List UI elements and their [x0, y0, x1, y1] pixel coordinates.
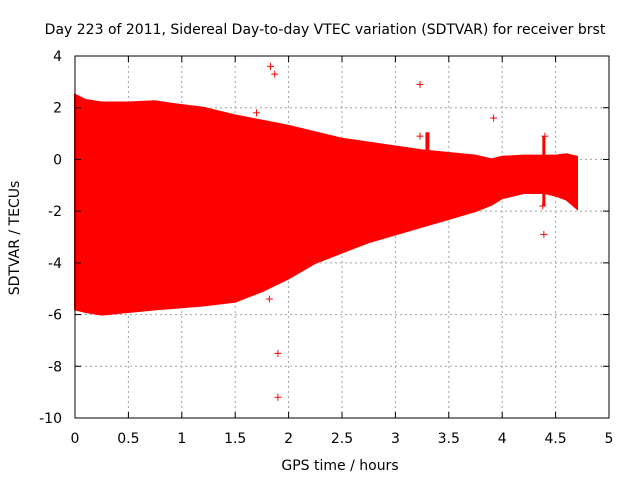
y-tick-labels: 4 2 0 -2 -4 -6 -8 -10 — [39, 49, 62, 427]
x-tick-label: 4 — [498, 431, 507, 447]
outlier-point — [265, 295, 273, 303]
x-tick-label: 1.5 — [224, 431, 246, 447]
y-axis-label: SDTVAR / TECUs — [7, 181, 23, 296]
x-tick-label: 2.5 — [331, 431, 353, 447]
y-tick-label: -8 — [48, 359, 62, 375]
y-tick-label: 2 — [53, 101, 62, 117]
outlier-point — [271, 70, 279, 78]
dense-band-area — [74, 93, 578, 316]
data-band — [74, 93, 578, 316]
x-tick-label: 0.5 — [117, 431, 139, 447]
x-tick-label: 3 — [391, 431, 400, 447]
x-tick-label: 1 — [177, 431, 186, 447]
outlier-point — [416, 80, 424, 88]
outlier-point — [539, 202, 547, 210]
outlier-points — [253, 62, 549, 401]
outlier-point — [416, 132, 424, 140]
outlier-point — [266, 62, 274, 70]
x-tick-labels: 0 0.5 1 1.5 2 2.5 3 3.5 4 4.5 5 — [71, 431, 614, 447]
x-tick-label: 3.5 — [438, 431, 460, 447]
y-tick-label: 0 — [53, 152, 62, 168]
y-tick-label: -4 — [48, 256, 62, 272]
y-tick-label: 4 — [53, 49, 62, 65]
outlier-point — [253, 109, 261, 117]
outlier-point — [274, 393, 282, 401]
x-tick-label: 2 — [284, 431, 293, 447]
x-tick-label: 0 — [71, 431, 80, 447]
x-tick-label: 5 — [605, 431, 614, 447]
x-tick-label: 4.5 — [544, 431, 566, 447]
chart-title: Day 223 of 2011, Sidereal Day-to-day VTE… — [45, 22, 606, 38]
y-tick-label: -2 — [48, 204, 62, 220]
y-tick-label: -10 — [39, 411, 62, 427]
outlier-point — [490, 114, 498, 122]
y-tick-label: -6 — [48, 308, 62, 324]
outlier-point — [541, 132, 549, 140]
outlier-point — [274, 349, 282, 357]
outlier-point — [540, 230, 548, 238]
axis-ticks — [74, 55, 610, 419]
x-axis-label: GPS time / hours — [281, 458, 398, 474]
